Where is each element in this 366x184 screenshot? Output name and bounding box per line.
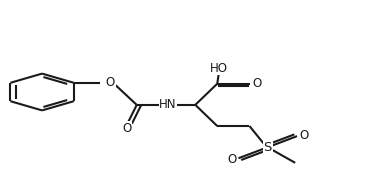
Text: O: O	[252, 77, 261, 90]
Text: HO: HO	[210, 62, 228, 75]
Text: S: S	[264, 141, 272, 154]
Text: O: O	[299, 129, 308, 142]
Text: O: O	[227, 153, 236, 166]
Text: O: O	[106, 76, 115, 89]
Text: HN: HN	[159, 98, 177, 111]
Text: O: O	[122, 122, 131, 135]
